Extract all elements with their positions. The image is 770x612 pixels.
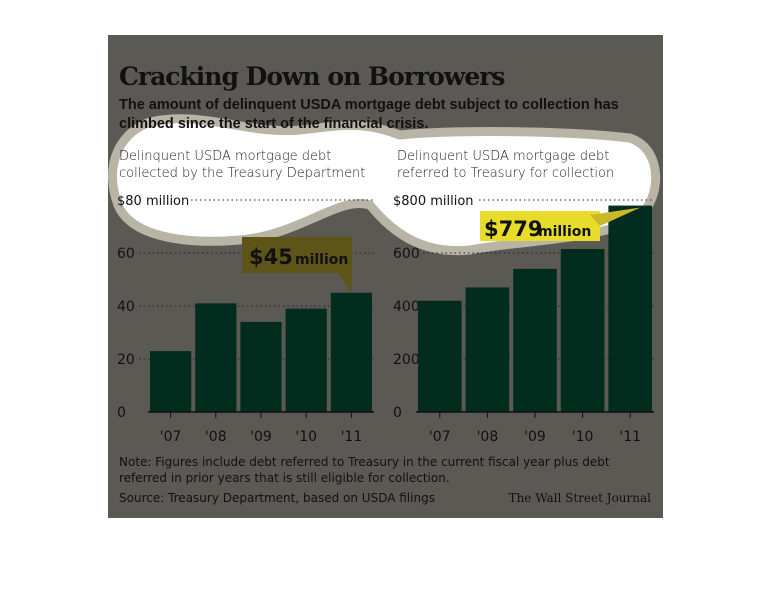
callout-value: $779 bbox=[484, 217, 542, 241]
y-tick-label: 200 bbox=[393, 352, 420, 368]
y-tick-label: 0 bbox=[117, 405, 126, 421]
bar-09 bbox=[513, 268, 557, 412]
x-tick-label: '10 bbox=[295, 429, 317, 445]
x-tick-label: '08 bbox=[477, 429, 499, 445]
bar-10 bbox=[560, 249, 605, 412]
bar-07 bbox=[418, 300, 462, 412]
credit: The Wall Street Journal bbox=[508, 491, 651, 505]
bar-09 bbox=[240, 321, 282, 412]
bar-11 bbox=[330, 292, 372, 412]
left-chart-title: Delinquent USDA mortgage debt collected … bbox=[119, 149, 366, 181]
y-tick-label: 40 bbox=[117, 299, 135, 315]
y-tick-label: 0 bbox=[393, 405, 402, 421]
chart-title: Cracking Down on Borrowers bbox=[119, 62, 505, 91]
source: Source: Treasury Department, based on US… bbox=[119, 491, 435, 505]
callout-value: $45 bbox=[249, 245, 293, 269]
bar-11 bbox=[608, 205, 652, 412]
callout-pointer bbox=[590, 207, 641, 226]
y-tick-label: $80 million bbox=[117, 194, 189, 209]
callout-pointer bbox=[338, 273, 352, 293]
y-tick-label: 600 bbox=[393, 246, 420, 262]
x-tick-label: '09 bbox=[250, 429, 272, 445]
x-tick-label: '09 bbox=[524, 429, 546, 445]
right-chart-title: Delinquent USDA mortgage debt referred t… bbox=[397, 149, 615, 181]
y-tick-label: $800 million bbox=[393, 194, 474, 209]
x-tick-label: '07 bbox=[160, 429, 182, 445]
x-tick-label: '08 bbox=[205, 429, 227, 445]
x-tick-label: '07 bbox=[429, 429, 451, 445]
x-tick-label: '10 bbox=[572, 429, 594, 445]
callout-unit: million bbox=[295, 252, 348, 268]
callout-unit: million bbox=[538, 224, 591, 240]
y-tick-label: 60 bbox=[117, 246, 135, 262]
note: Note: Figures include debt referred to T… bbox=[119, 455, 610, 485]
callout-box bbox=[480, 211, 600, 241]
bar-10 bbox=[285, 308, 327, 412]
chart-subtitle: The amount of delinquent USDA mortgage d… bbox=[119, 97, 619, 132]
bar-08 bbox=[195, 303, 237, 412]
bar-08 bbox=[465, 287, 510, 412]
y-tick-label: 400 bbox=[393, 299, 420, 315]
x-tick-label: '11 bbox=[341, 429, 363, 445]
bar-07 bbox=[150, 351, 192, 412]
x-tick-label: '11 bbox=[619, 429, 641, 445]
y-tick-label: 20 bbox=[117, 352, 135, 368]
callout-box bbox=[242, 237, 352, 273]
